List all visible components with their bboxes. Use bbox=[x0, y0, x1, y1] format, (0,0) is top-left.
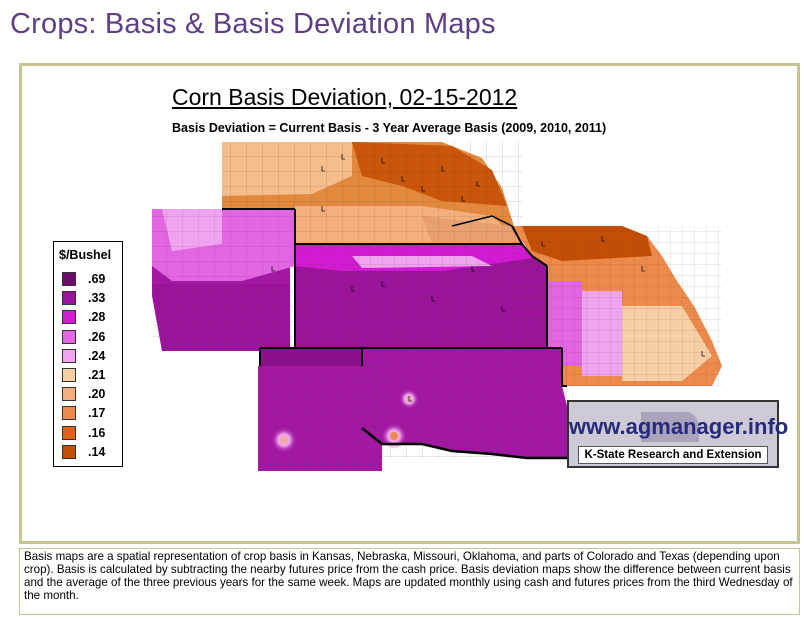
legend-swatch bbox=[62, 348, 76, 363]
page-title: Crops: Basis & Basis Deviation Maps bbox=[10, 8, 496, 40]
map-frame: Corn Basis Deviation, 02-15-2012 Basis D… bbox=[19, 63, 800, 544]
legend-label: .20 bbox=[88, 387, 106, 402]
logo-url: www.agmanager.info bbox=[569, 414, 789, 439]
legend-swatch bbox=[62, 310, 76, 325]
legend-swatch bbox=[62, 368, 76, 382]
legend-swatch bbox=[62, 387, 76, 402]
legend-swatch bbox=[62, 272, 76, 286]
map-title: Corn Basis Deviation, 02-15-2012 bbox=[172, 84, 518, 110]
legend-label: .26 bbox=[88, 329, 106, 344]
legend-label: .24 bbox=[88, 348, 106, 363]
agmanager-logo: www.agmanager.info K-State Research and … bbox=[567, 400, 789, 468]
legend-label: .17 bbox=[88, 406, 106, 421]
map-subtitle: Basis Deviation = Current Basis - 3 Year… bbox=[172, 121, 607, 135]
legend-swatch bbox=[62, 425, 76, 440]
kansas-silhouette-icon bbox=[641, 412, 699, 442]
region-colorado bbox=[152, 209, 295, 351]
legend-swatch bbox=[62, 406, 76, 421]
legend-swatch bbox=[62, 329, 76, 344]
region-nebraska bbox=[222, 142, 522, 244]
legend-label: .16 bbox=[88, 425, 106, 440]
legend-label: .14 bbox=[88, 444, 106, 459]
region-texas-panhandle bbox=[258, 366, 382, 471]
legend-title: $/Bushel bbox=[59, 248, 112, 262]
region-missouri bbox=[512, 226, 722, 386]
legend-swatch bbox=[62, 291, 76, 306]
legend-label: .28 bbox=[88, 310, 106, 325]
map-caption: Basis maps are a spatial representation … bbox=[19, 548, 800, 615]
logo-tagline: K-State Research and Extension bbox=[578, 446, 768, 464]
local-hot-spots bbox=[271, 389, 419, 453]
legend-label: .33 bbox=[88, 291, 106, 306]
region-kansas bbox=[295, 244, 547, 348]
legend-label: .69 bbox=[88, 272, 106, 286]
basis-deviation-map bbox=[152, 142, 722, 471]
elevator-markers bbox=[271, 154, 705, 402]
legend-label: .21 bbox=[88, 368, 106, 382]
state-boundaries bbox=[222, 208, 567, 460]
legend-swatch bbox=[62, 444, 76, 459]
legend: $/Bushel .69 .33 .28 .26 .24 .21 .20 .17 .16 .14 bbox=[53, 241, 123, 467]
